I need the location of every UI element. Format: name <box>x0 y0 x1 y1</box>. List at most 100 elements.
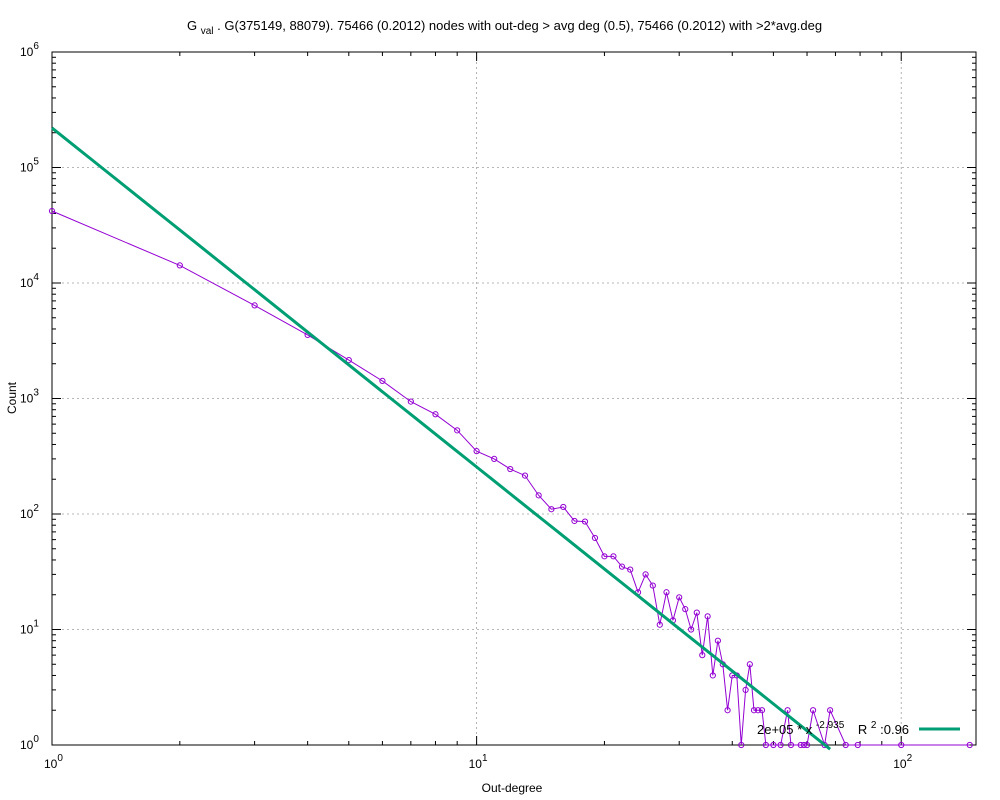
data-point <box>379 377 386 385</box>
data-point <box>548 506 555 513</box>
y-tick-label-base: 10 <box>20 738 34 752</box>
data-point <box>746 661 753 668</box>
data-point <box>407 398 414 405</box>
data-point <box>618 563 626 570</box>
data-point <box>581 518 589 525</box>
y-tick-label-exponent: 3 <box>33 388 39 399</box>
y-tick-label-exponent: 6 <box>33 41 39 52</box>
data-point <box>787 741 795 749</box>
data-point <box>704 613 711 620</box>
fit-line <box>51 126 832 751</box>
data-point <box>345 357 352 364</box>
data-point <box>688 626 695 633</box>
data-point <box>610 553 617 560</box>
data-point <box>803 741 811 749</box>
data-point <box>784 707 791 714</box>
data-point <box>535 492 542 499</box>
y-tick-label: 105 <box>20 157 39 175</box>
legend-entry-fit: 2e+05 * x -2.935 R 2 :0.96 <box>757 716 909 737</box>
legend-fit-formula: 2e+05 * x <box>757 722 813 737</box>
y-tick-label-base: 10 <box>20 161 34 175</box>
data-point <box>693 609 700 616</box>
data-point <box>627 566 634 573</box>
data-point <box>454 427 461 434</box>
data-point <box>738 741 745 749</box>
data-point <box>507 465 514 473</box>
y-tick-label: 102 <box>20 503 39 521</box>
data-point <box>966 741 973 749</box>
data-point <box>714 637 721 644</box>
x-tick-label-base: 10 <box>893 757 907 771</box>
y-tick-label-base: 10 <box>20 276 34 290</box>
x-tick-label-base: 10 <box>469 757 483 771</box>
y-tick-label: 104 <box>20 272 39 290</box>
data-point <box>758 707 766 714</box>
y-tick-label-base: 10 <box>20 507 34 521</box>
data-point <box>827 707 834 714</box>
data-point <box>432 411 439 418</box>
y-tick-label-exponent: 1 <box>33 619 39 630</box>
data-point <box>601 553 608 560</box>
data-point <box>682 606 689 613</box>
data-point <box>854 741 861 749</box>
x-tick-label: 102 <box>893 753 912 771</box>
chart-title-prefix: G <box>187 18 197 33</box>
y-tick-label-exponent: 5 <box>33 157 39 168</box>
data-series-line <box>51 210 970 746</box>
y-tick-label-exponent: 0 <box>33 734 39 745</box>
y-tick-label-base: 10 <box>20 392 34 406</box>
y-tick-label-base: 10 <box>20 45 34 59</box>
chart-title-rest: . G(375149, 88079). 75466 (0.2012) nodes… <box>217 18 822 33</box>
x-tick-label-base: 10 <box>44 757 58 771</box>
data-point <box>842 741 849 749</box>
legend-r2-label: R <box>858 722 867 737</box>
legend: 2e+05 * x -2.935 R 2 :0.96 <box>757 716 960 737</box>
data-point <box>709 672 716 679</box>
legend-r2-value: :0.96 <box>880 722 909 737</box>
data-point <box>777 741 784 749</box>
data-point <box>649 582 656 589</box>
data-point <box>898 741 905 749</box>
x-tick-label: 101 <box>469 753 488 771</box>
data-point <box>750 707 758 714</box>
legend-fit-exponent: -2.935 <box>816 720 845 731</box>
data-series <box>48 126 973 751</box>
data-point <box>642 571 649 578</box>
data-point <box>800 741 808 749</box>
y-tick-label: 106 <box>20 41 39 59</box>
data-point <box>663 589 670 596</box>
y-tick-label-base: 10 <box>20 623 34 637</box>
data-point <box>560 503 567 511</box>
y-tick-label: 100 <box>20 734 39 752</box>
data-point <box>491 455 498 462</box>
y-tick-label-exponent: 2 <box>33 503 39 514</box>
grid-lines <box>52 52 976 745</box>
data-point <box>473 448 480 455</box>
x-tick-label: 100 <box>44 753 63 771</box>
x-tick-label-exponent: 2 <box>907 753 913 764</box>
x-tick-label-exponent: 0 <box>57 753 63 764</box>
data-point <box>762 741 769 749</box>
data-point <box>48 207 56 215</box>
data-point <box>797 741 804 749</box>
y-tick-label-exponent: 4 <box>33 272 39 283</box>
data-point <box>754 707 762 714</box>
data-point <box>571 517 578 525</box>
legend-r2-exponent: 2 <box>871 720 877 731</box>
data-point <box>770 741 777 749</box>
x-tick-label-exponent: 1 <box>482 753 488 764</box>
data-point <box>591 534 599 542</box>
data-point <box>809 707 817 714</box>
y-axis-label: Count <box>5 381 19 414</box>
data-point <box>521 472 529 479</box>
data-point <box>742 686 749 693</box>
data-point <box>176 262 183 269</box>
chart-title-subscript: val <box>201 26 214 37</box>
x-axis-label: Out-degree <box>482 781 543 795</box>
y-tick-label: 103 <box>20 388 39 406</box>
data-point <box>656 621 663 628</box>
data-point <box>251 302 258 309</box>
data-point <box>676 594 683 601</box>
